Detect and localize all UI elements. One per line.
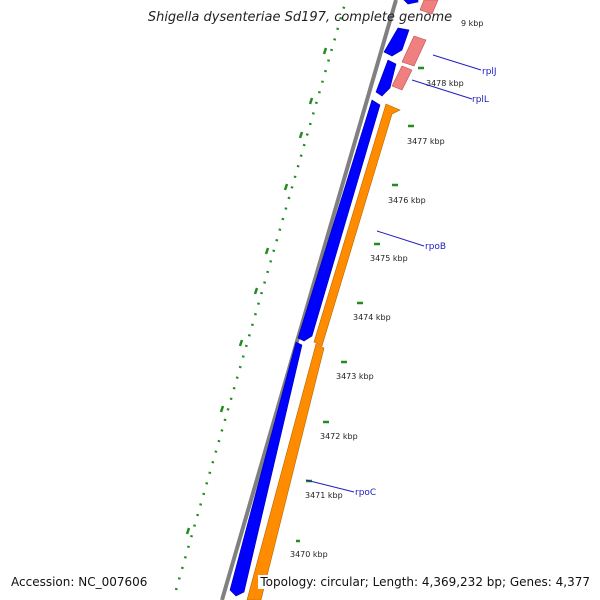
tick-label: 3474 kbp [353,313,391,322]
tick-label: 3477 kbp [407,137,445,146]
forward-cds [229,0,419,597]
accession-label: Accession: NC_007606 [9,575,150,589]
tick-label: 3472 kbp [320,432,358,441]
tick-label: 3473 kbp [336,372,374,381]
gc-dashes [185,47,328,535]
tick-label: 3476 kbp [388,196,426,205]
rna-blocks [391,0,439,91]
reverse-cds [246,103,401,600]
tick-label: 3471 kbp [305,491,343,500]
gene-label-rplJ: rplJ [482,67,497,77]
gene-leaders [305,54,482,493]
gene-label-rpoB: rpoB [425,242,446,252]
topology-label: Topology: circular; Length: 4,369,232 bp… [258,575,592,589]
gene-label-rplL: rplL [472,95,489,105]
scale-labels: 3470 kbp 3471 kbp 3472 kbp 3473 kbp 3474… [290,19,483,559]
map-title: Shigella dysenteriae Sd197, complete gen… [147,10,453,25]
backbone [220,0,398,600]
gene-label-rpoC: rpoC [355,488,376,498]
gene-labels: rpoC rpoB rplL rplJ [355,67,497,498]
tick-label: 3478 kbp [426,79,464,88]
tick-label: 9 kbp [461,19,483,28]
tick-label: 3470 kbp [290,550,328,559]
tick-label: 3475 kbp [370,254,408,263]
